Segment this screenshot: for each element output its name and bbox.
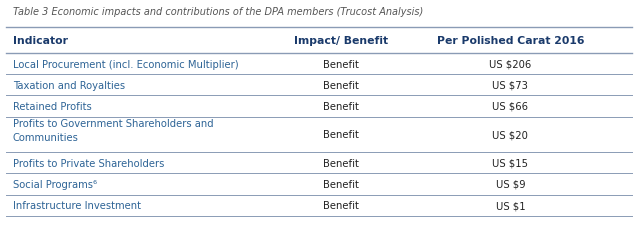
Text: Per Polished Carat 2016: Per Polished Carat 2016 [436,36,584,46]
Text: Benefit: Benefit [323,130,359,140]
Text: Social Programs⁶: Social Programs⁶ [13,179,97,189]
Text: Indicator: Indicator [13,36,68,46]
Text: Profits to Private Shareholders: Profits to Private Shareholders [13,158,164,168]
Text: Infrastructure Investment: Infrastructure Investment [13,200,141,210]
Text: Benefit: Benefit [323,158,359,168]
Text: Retained Profits: Retained Profits [13,101,91,112]
Text: US $73: US $73 [493,80,528,90]
Text: US $1: US $1 [496,200,525,210]
Text: Benefit: Benefit [323,200,359,210]
Text: Benefit: Benefit [323,101,359,112]
Text: Benefit: Benefit [323,179,359,189]
Text: Local Procurement (incl. Economic Multiplier): Local Procurement (incl. Economic Multip… [13,59,239,69]
Text: Profits to Government Shareholders and
Communities: Profits to Government Shareholders and C… [13,119,213,142]
Text: Taxation and Royalties: Taxation and Royalties [13,80,125,90]
Text: US $9: US $9 [496,179,525,189]
Text: Table 3 Economic impacts and contributions of the DPA members (Trucost Analysis): Table 3 Economic impacts and contributio… [13,7,423,17]
Text: US $206: US $206 [489,59,531,69]
Text: US $15: US $15 [493,158,528,168]
Text: Benefit: Benefit [323,59,359,69]
Text: US $66: US $66 [493,101,528,112]
Text: Benefit: Benefit [323,80,359,90]
Text: Impact/ Benefit: Impact/ Benefit [294,36,389,46]
Text: US $20: US $20 [493,130,528,140]
